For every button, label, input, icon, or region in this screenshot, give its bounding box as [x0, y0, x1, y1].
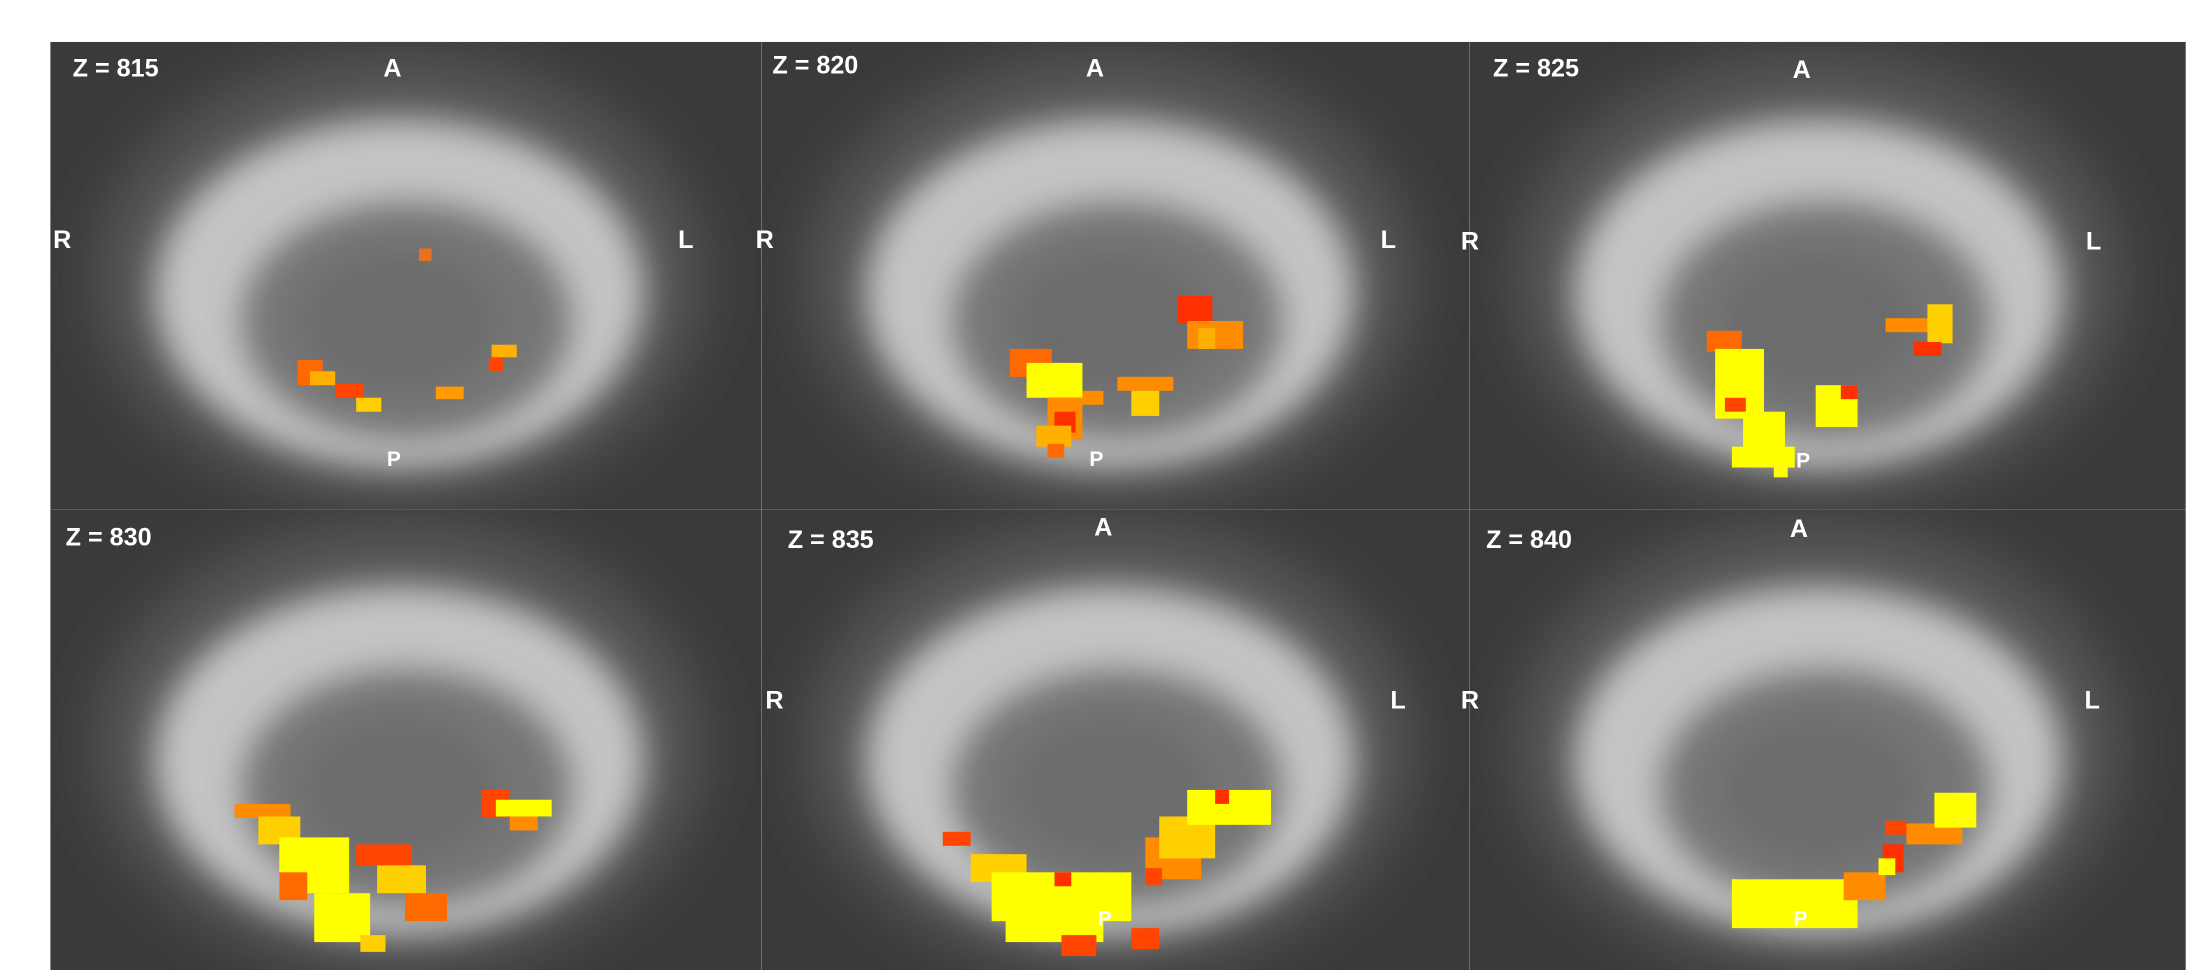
slice [1469, 42, 2185, 510]
activation [1841, 385, 1858, 399]
orientation-label: L [2086, 227, 2101, 255]
activation [310, 371, 335, 385]
activation [1082, 391, 1103, 405]
page: {"panels": [ {"z_label": "Z = 815", "lab… [0, 0, 2190, 970]
activation [1036, 426, 1071, 447]
activation [1707, 331, 1742, 352]
activation [1131, 928, 1159, 949]
activation [489, 357, 503, 371]
activation [335, 384, 363, 398]
activation [356, 844, 412, 865]
z-label: Z = 830 [66, 523, 152, 551]
activation [943, 832, 971, 846]
activation [1048, 444, 1065, 458]
activation [1131, 391, 1159, 416]
z-label: Z = 820 [772, 52, 858, 80]
activation [419, 248, 432, 261]
activation [235, 804, 291, 818]
activation [1934, 793, 1976, 828]
orientation-label: R [1461, 227, 1479, 255]
activation [1927, 304, 1952, 343]
orientation-label: A [1094, 514, 1112, 542]
activation [1177, 296, 1212, 324]
z-label: Z = 840 [1486, 526, 1572, 554]
activation [510, 816, 538, 830]
slice [761, 42, 1469, 510]
activation [1117, 377, 1173, 391]
slices [50, 42, 2186, 970]
z-label: Z = 825 [1493, 54, 1579, 82]
activation [1913, 342, 1941, 356]
activation [1027, 363, 1083, 398]
activation [377, 865, 426, 893]
activation [405, 893, 447, 921]
orientation-label: R [765, 687, 783, 715]
activation [1145, 868, 1162, 885]
activation [279, 872, 307, 900]
orientation-label: R [756, 226, 774, 254]
core [302, 251, 498, 391]
activation [1886, 821, 1907, 835]
z-label: Z = 835 [788, 526, 874, 554]
activation [496, 800, 552, 817]
orientation-label: P [1089, 448, 1103, 471]
activation [1879, 858, 1896, 875]
activation [1774, 461, 1788, 478]
slice [50, 42, 761, 510]
activation [314, 893, 370, 942]
orientation-label: R [1461, 687, 1479, 715]
orientation-label: P [1098, 907, 1112, 930]
orientation-label: L [1381, 226, 1396, 254]
activation [1215, 790, 1229, 804]
activation [1844, 872, 1886, 900]
activation [1054, 872, 1071, 886]
orientation-label: P [1793, 907, 1807, 930]
orientation-label: A [1790, 515, 1808, 543]
activation [1061, 935, 1096, 956]
activation [1725, 398, 1746, 412]
orientation-label: P [1796, 450, 1810, 473]
orientation-label: A [1793, 56, 1811, 84]
z-label: Z = 815 [73, 54, 159, 82]
activation [360, 935, 385, 952]
activation [356, 398, 381, 412]
figure: Z = 815 A R L P Z = 820 A R L P Z = 825 … [0, 0, 2190, 970]
activation [492, 345, 517, 358]
orientation-label: L [2085, 687, 2100, 715]
orientation-label: L [1390, 687, 1405, 715]
orientation-label: A [383, 54, 401, 82]
activation [1198, 328, 1215, 349]
orientation-label: P [387, 448, 401, 471]
orientation-label: A [1086, 54, 1104, 82]
orientation-label: R [53, 226, 71, 254]
orientation-label: L [678, 226, 693, 254]
activation [436, 387, 464, 400]
core [1721, 719, 1917, 859]
